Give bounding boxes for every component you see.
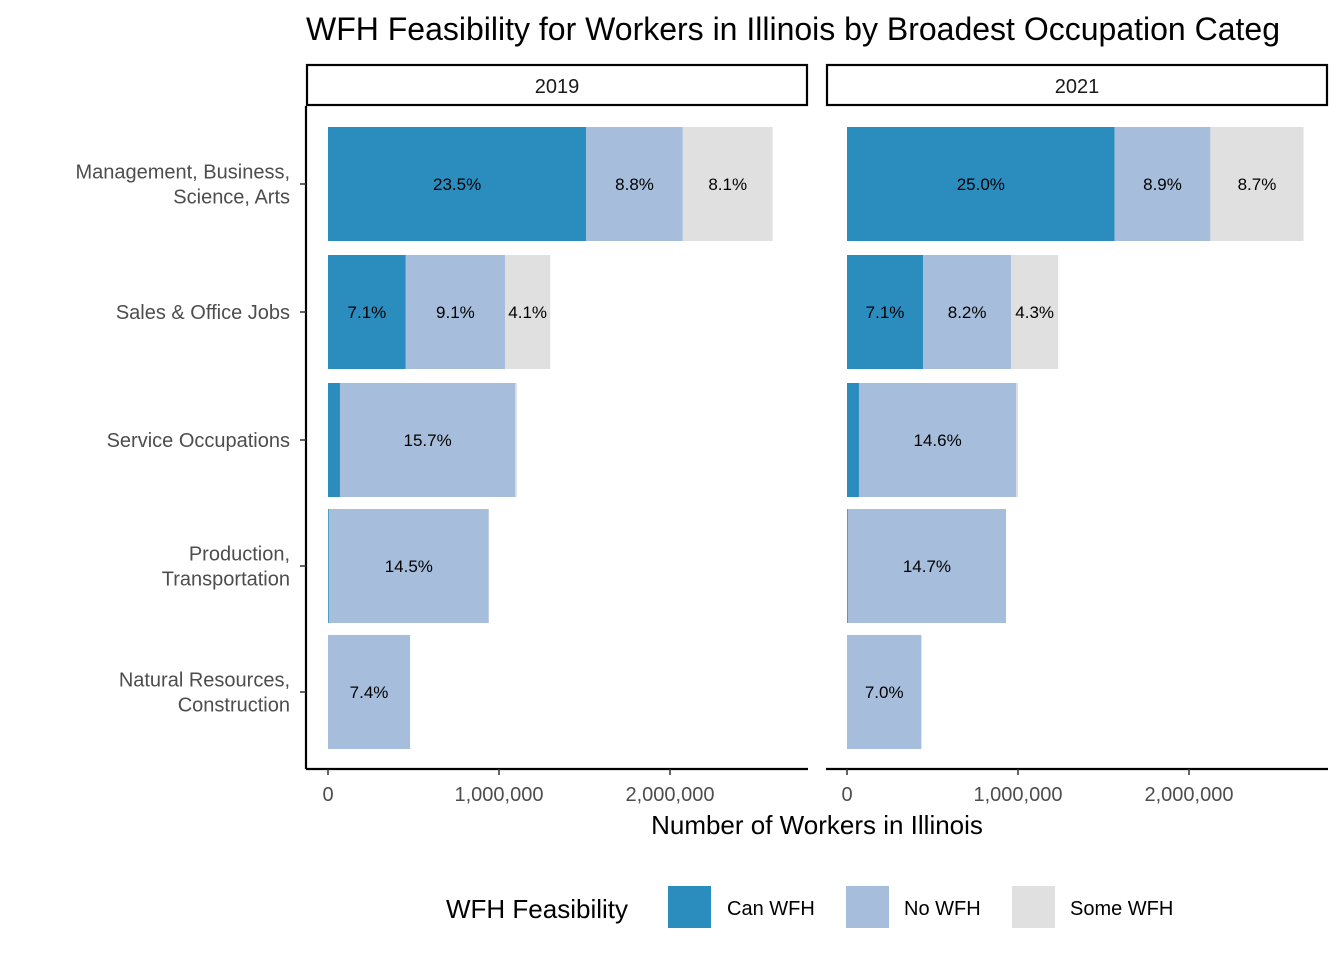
legend-label: No WFH <box>904 898 981 920</box>
bar-can-wfh <box>328 255 406 369</box>
facet-panel-2019: 2019 23.5% 8.8% 8.1% 7.1% 9.1% 4.1% 15.7% 14.5% 7… <box>300 63 809 806</box>
bar-no-wfh <box>923 255 1012 369</box>
bar-data-label: 14.5% <box>385 557 433 576</box>
bar-some-wfh <box>1011 255 1059 369</box>
facet-strip-label: 2019 <box>535 76 580 98</box>
bar-some-wfh <box>515 383 517 497</box>
bar-no-wfh <box>586 127 683 241</box>
bar-some-wfh <box>682 127 773 241</box>
category-label: Service Occupations <box>107 430 290 452</box>
x-tick-label: 2,000,000 <box>626 784 715 806</box>
legend-key-can-wfh <box>668 886 711 928</box>
facet-panel-2021: 2021 25.0% 8.9% 8.7% 7.1% 8.2% 4.3% 14.6% 14.7% 7… <box>825 63 1329 806</box>
x-axis-title: Number of Workers in Illinois <box>651 810 983 840</box>
bar-data-label: 15.7% <box>404 431 452 450</box>
x-tick-label: 2,000,000 <box>1145 784 1234 806</box>
bar-no-wfh <box>405 255 505 369</box>
bar-data-label: 8.2% <box>948 303 987 322</box>
bar-data-label: 25.0% <box>957 175 1005 194</box>
x-tick-label: 1,000,000 <box>974 784 1063 806</box>
x-tick-label: 0 <box>322 784 333 806</box>
bar-data-label: 9.1% <box>436 303 475 322</box>
bar-data-label: 4.1% <box>508 303 547 322</box>
category-label: Management, Business, Science, Arts <box>75 162 290 209</box>
bar-data-label: 14.7% <box>903 557 951 576</box>
bar-some-wfh <box>1016 383 1018 497</box>
x-tick-label: 0 <box>841 784 852 806</box>
bar-some-wfh <box>504 255 551 369</box>
category-label: Production, Transportation <box>162 544 290 591</box>
bar-data-label: 8.8% <box>615 175 654 194</box>
facet-strip-2019 <box>305 63 809 107</box>
category-label: Sales & Office Jobs <box>116 302 290 324</box>
legend: WFH Feasibility Can WFH No WFH Some WFH <box>446 886 1173 928</box>
bar-can-wfh <box>328 509 329 623</box>
x-tick-label: 1,000,000 <box>455 784 544 806</box>
bar-some-wfh <box>1210 127 1304 241</box>
legend-label: Some WFH <box>1070 898 1173 920</box>
bar-no-wfh <box>328 635 411 749</box>
bar-data-label: 7.1% <box>348 303 387 322</box>
bar-no-wfh <box>847 635 922 749</box>
bar-can-wfh <box>328 383 340 497</box>
bar-can-wfh <box>328 127 587 241</box>
bar-data-label: 4.3% <box>1015 303 1054 322</box>
category-label: Natural Resources, Construction <box>119 670 290 717</box>
bar-data-label: 7.4% <box>350 683 389 702</box>
bar-data-label: 8.7% <box>1238 175 1277 194</box>
bar-data-label: 8.1% <box>708 175 747 194</box>
legend-title: WFH Feasibility <box>446 894 628 924</box>
bar-can-wfh <box>847 383 859 497</box>
bar-no-wfh <box>1114 127 1211 241</box>
bar-no-wfh <box>328 509 489 623</box>
bar-no-wfh <box>339 383 516 497</box>
legend-key-no-wfh <box>846 886 889 928</box>
bar-can-wfh <box>847 509 848 623</box>
bar-can-wfh <box>847 127 1115 241</box>
legend-key-some-wfh <box>1012 886 1055 928</box>
facet-strip-2021 <box>825 63 1329 107</box>
bar-data-label: 7.1% <box>866 303 905 322</box>
bar-can-wfh <box>847 255 924 369</box>
facet-strip-label: 2021 <box>1055 76 1100 98</box>
bar-no-wfh <box>847 509 1007 623</box>
bar-data-label: 8.9% <box>1143 175 1182 194</box>
bar-data-label: 7.0% <box>865 683 904 702</box>
bar-no-wfh <box>858 383 1017 497</box>
chart-title: WFH Feasibility for Workers in Illinois … <box>306 11 1280 47</box>
legend-label: Can WFH <box>727 898 815 920</box>
bar-data-label: 14.6% <box>914 431 962 450</box>
bar-data-label: 23.5% <box>433 175 481 194</box>
